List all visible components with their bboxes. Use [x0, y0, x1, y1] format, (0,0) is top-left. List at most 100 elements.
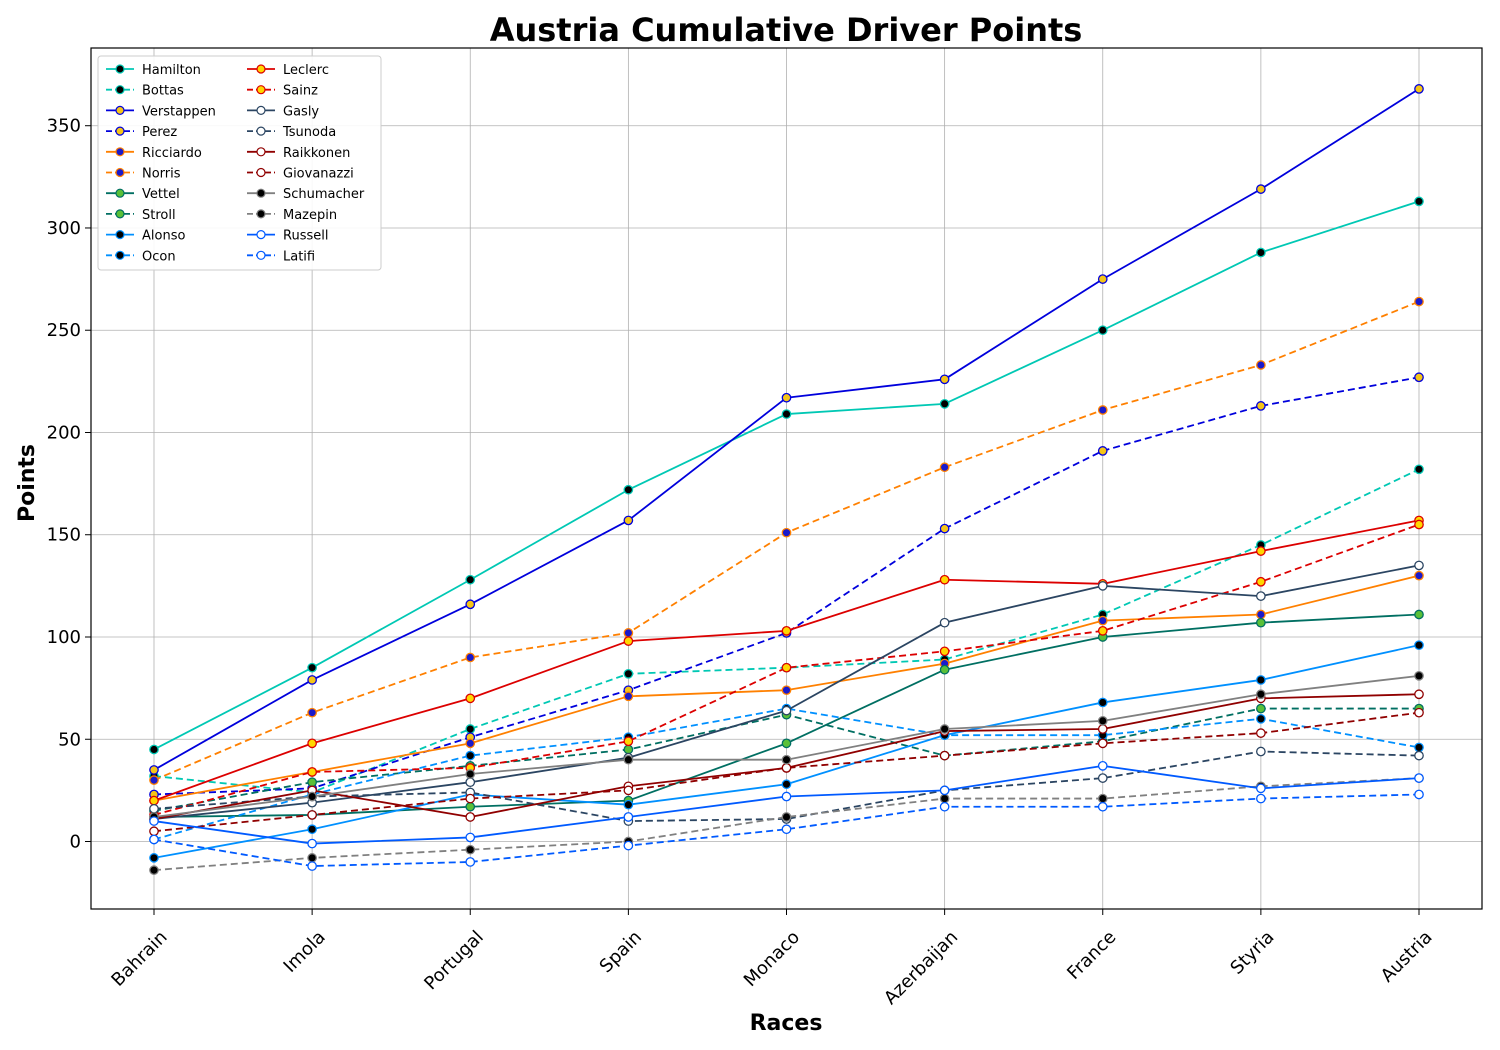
series-schumacher [149, 671, 1424, 822]
data-point [465, 832, 476, 843]
legend-label: Schumacher [283, 187, 365, 202]
chart-title: Austria Cumulative Driver Points [490, 11, 1083, 49]
data-point [939, 399, 950, 409]
data-point [781, 705, 792, 716]
legend-item: Norris [106, 167, 181, 182]
data-point [149, 744, 159, 755]
data-point [465, 801, 476, 812]
data-point [1414, 609, 1424, 620]
legend-marker [115, 105, 125, 116]
legend-item: Verstappen [106, 104, 216, 119]
data-point [623, 484, 634, 495]
data-point [465, 693, 476, 704]
legend-label: Russell [283, 229, 328, 244]
data-point [307, 853, 317, 863]
legend-item: Schumacher [247, 187, 365, 202]
data-point [1097, 760, 1108, 771]
series-norris [149, 296, 1424, 786]
data-point [623, 691, 634, 702]
data-point [1256, 793, 1266, 804]
data-point [781, 527, 792, 538]
data-point [781, 685, 792, 696]
data-point [1097, 446, 1108, 456]
legend-marker [256, 209, 266, 219]
legend-label: Raikkonen [283, 146, 350, 161]
x-tick-label: Portugal [420, 927, 488, 995]
legend-item: Latifi [247, 249, 315, 264]
data-point [1097, 405, 1108, 415]
data-point [1256, 609, 1266, 620]
legend-marker [115, 188, 125, 198]
data-point [465, 793, 476, 804]
data-point [939, 801, 950, 812]
data-point [1256, 675, 1266, 685]
data-point [307, 824, 317, 835]
data-point [1414, 689, 1424, 700]
data-point [1256, 360, 1266, 370]
x-tick-label: Azerbaijan [880, 927, 962, 1009]
legend-marker [115, 209, 125, 219]
data-point [1256, 746, 1266, 757]
data-point [1256, 713, 1266, 724]
data-point [1097, 801, 1108, 812]
data-point [623, 799, 634, 810]
series-line [153, 707, 1420, 841]
legend-label: Norris [142, 167, 181, 182]
data-point [307, 707, 317, 718]
data-point [1097, 325, 1108, 336]
y-tick-label: 250 [47, 320, 81, 341]
series-mazepin [149, 773, 1424, 875]
y-axis-ticks: 0 50 100 150 200 250 300 350 [47, 116, 91, 853]
legend-marker [256, 105, 266, 116]
data-point [781, 738, 792, 749]
data-point [623, 736, 634, 747]
data-point [623, 636, 634, 646]
data-point [1256, 576, 1266, 587]
legend-item: Tsunoda [247, 125, 336, 140]
legend-label: Latifi [283, 249, 315, 264]
data-point [939, 462, 950, 473]
legend-label: Giovanazzi [283, 167, 354, 182]
data-point [939, 617, 950, 628]
data-point [307, 767, 317, 777]
series-giovanazzi [149, 707, 1424, 837]
legend-item: Ocon [106, 249, 176, 264]
data-point [1097, 793, 1108, 804]
legend-item: Sainz [247, 84, 318, 99]
data-point [307, 662, 317, 673]
data-point [465, 738, 476, 749]
y-tick-label: 350 [47, 116, 81, 137]
data-point [1097, 715, 1108, 726]
x-tick-label: Styria [1226, 927, 1278, 979]
data-point [149, 803, 159, 814]
data-point [465, 812, 476, 822]
legend-item: Mazepin [247, 208, 337, 223]
legend-item: Perez [106, 125, 177, 140]
legend-marker [256, 188, 266, 198]
data-point [781, 662, 792, 673]
data-point [781, 763, 792, 773]
data-point [781, 392, 792, 403]
data-point [465, 724, 476, 734]
x-axis-label: Races [750, 1011, 823, 1036]
y-tick-label: 300 [47, 218, 81, 239]
data-point [1414, 519, 1424, 530]
legend-marker [115, 167, 125, 178]
series-hamilton [149, 196, 1424, 755]
data-point [623, 628, 634, 638]
data-point [1097, 738, 1108, 749]
data-point [149, 765, 159, 775]
data-point [781, 824, 792, 835]
legend-label: Alonso [142, 229, 185, 244]
legend-label: Gasly [283, 104, 319, 119]
data-point [1097, 724, 1108, 734]
legend-label: Mazepin [283, 208, 337, 223]
legend: Hamilton Bottas Verstappen Perez Ricciardo No… [97, 55, 382, 271]
data-point [623, 840, 634, 851]
data-point [1414, 464, 1424, 475]
data-point [307, 675, 317, 685]
x-tick-label: Austria [1377, 927, 1437, 987]
legend-label: Verstappen [142, 104, 216, 119]
legend-label: Vettel [142, 187, 180, 202]
